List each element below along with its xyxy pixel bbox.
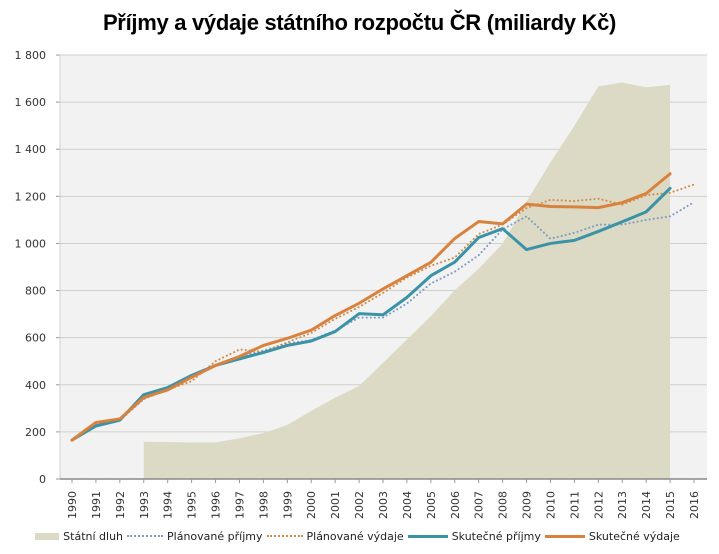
line-skutecne-prijmy xyxy=(70,186,672,442)
chart-title: Příjmy a výdaje státního rozpočtu ČR (mi… xyxy=(102,10,617,35)
x-tick-label: 1995 xyxy=(186,491,199,519)
y-tick-label: 200 xyxy=(25,426,46,439)
legend-label: Plánované příjmy xyxy=(167,529,263,543)
legend-label: Plánované výdaje xyxy=(306,529,404,543)
x-axis: 1990 1991 1992 1993 1994 1995 1996 1997 1998 1999… xyxy=(60,478,707,519)
x-tick-label: 1992 xyxy=(114,491,127,519)
x-tick-label: 2008 xyxy=(497,491,510,519)
y-tick-label: 1 600 xyxy=(15,96,47,109)
x-tick-label: 2004 xyxy=(401,491,414,519)
legend-swatch-dotted-blue xyxy=(127,535,164,537)
x-tick-label: 2007 xyxy=(473,491,486,519)
legend-item-skutecne-prijmy: Skutečné příjmy xyxy=(407,529,541,543)
legend-swatch-dotted-orange xyxy=(266,535,303,537)
y-tick-label: 1 200 xyxy=(15,190,47,203)
x-tick-label: 1996 xyxy=(210,491,223,519)
legend-item-planovane-prijmy: Plánované příjmy xyxy=(127,529,263,543)
legend-label: Skutečné výdaje xyxy=(588,529,680,543)
x-tick-label: 1999 xyxy=(281,491,294,519)
legend-swatch-solid-teal xyxy=(407,534,448,538)
y-tick-label: 1 400 xyxy=(15,143,47,156)
y-tick-label: 600 xyxy=(25,332,46,345)
legend-item-planovane-vydaje: Plánované výdaje xyxy=(266,529,404,543)
line-skutecne-vydaje xyxy=(70,172,672,442)
area-statni-dluh xyxy=(143,82,671,479)
y-tick-label: 1 000 xyxy=(15,237,47,250)
x-tick-label: 2016 xyxy=(688,491,701,519)
legend-item-skutecne-vydaje: Skutečné výdaje xyxy=(544,529,680,543)
x-tick-label: 2003 xyxy=(377,491,390,519)
x-tick-label: 2011 xyxy=(568,491,581,519)
legend-label: Státní dluh xyxy=(63,529,124,543)
x-tick-label: 2014 xyxy=(640,491,653,519)
x-tick-label: 1991 xyxy=(90,491,103,519)
x-tick-label: 2010 xyxy=(544,491,557,519)
legend-swatch-solid-orange xyxy=(544,534,585,538)
x-tick-label: 2002 xyxy=(353,491,366,519)
x-tick-label: 2009 xyxy=(521,491,534,519)
x-tick-label: 2012 xyxy=(592,491,605,519)
x-tick-label: 1990 xyxy=(66,491,79,519)
x-tick-label: 2000 xyxy=(305,491,318,519)
series-lines-layer xyxy=(70,172,695,442)
x-tick-label: 2013 xyxy=(616,491,629,519)
x-tick-label: 2006 xyxy=(449,491,462,519)
legend-swatch-area xyxy=(35,532,60,540)
x-tick-label: 1994 xyxy=(162,491,175,519)
x-tick-label: 1998 xyxy=(257,491,270,519)
x-tick-label: 2005 xyxy=(425,491,438,519)
y-axis: 0 200 400 600 800 1 000 1 200 1 400 1 600 1 800 xyxy=(15,49,61,486)
y-tick-label: 800 xyxy=(25,285,46,298)
legend: Státní dluh Plánované příjmy Plánované v… xyxy=(0,527,719,545)
legend-label: Skutečné příjmy xyxy=(451,529,541,543)
y-tick-label: 0 xyxy=(39,473,46,486)
y-tick-label: 400 xyxy=(25,379,46,392)
x-tick-label: 1993 xyxy=(138,491,151,519)
x-tick-label: 1997 xyxy=(233,491,246,519)
y-tick-label: 1 800 xyxy=(15,49,47,62)
x-tick-label: 2015 xyxy=(664,491,677,519)
debt-area-layer xyxy=(143,82,671,479)
legend-item-statni-dluh: Státní dluh xyxy=(35,530,123,543)
x-tick-label: 2001 xyxy=(329,491,342,519)
